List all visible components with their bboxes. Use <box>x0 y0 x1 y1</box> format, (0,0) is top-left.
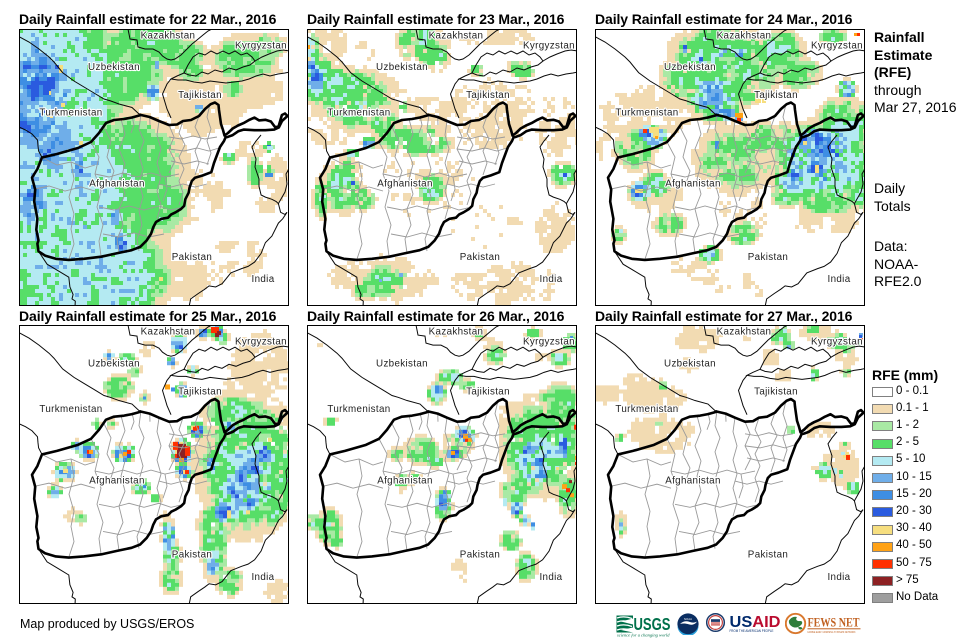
svg-text:FAMINE EARLY WARNING SYSTEMS N: FAMINE EARLY WARNING SYSTEMS NETWORK <box>808 630 856 634</box>
svg-text:FEWS NET: FEWS NET <box>808 615 860 630</box>
svg-text:NOAA: NOAA <box>684 616 692 620</box>
svg-text:USAID: USAID <box>730 614 781 631</box>
svg-text:science for a changing world: science for a changing world <box>617 633 670 638</box>
svg-text:USGS: USGS <box>634 614 671 634</box>
svg-text:FROM THE AMERICAN PEOPLE: FROM THE AMERICAN PEOPLE <box>730 629 774 633</box>
